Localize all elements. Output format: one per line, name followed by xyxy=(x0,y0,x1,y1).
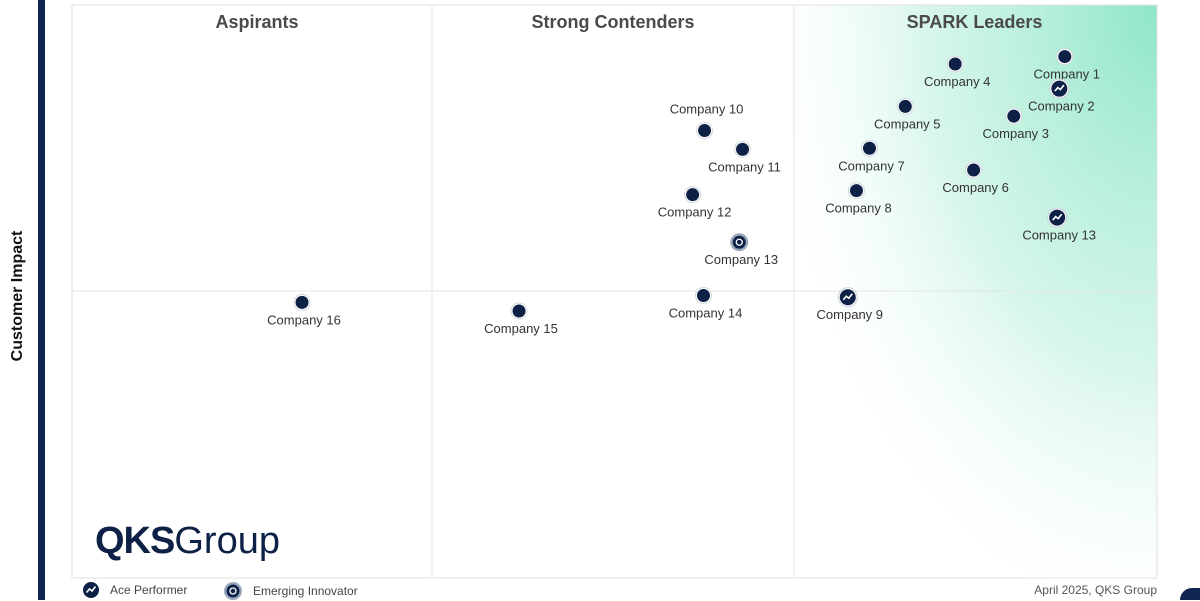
data-point[interactable]: Company 4 xyxy=(924,55,990,89)
point-label: Company 3 xyxy=(983,126,1049,141)
data-point[interactable]: Company 3 xyxy=(983,107,1049,141)
quadrant-label: Strong Contenders xyxy=(531,12,694,32)
point-marker xyxy=(967,163,981,177)
point-label: Company 13 xyxy=(1022,228,1096,243)
legend-label: Emerging Innovator xyxy=(253,584,358,598)
point-marker xyxy=(686,188,700,202)
point-label: Company 10 xyxy=(670,101,744,116)
point-label: Company 4 xyxy=(924,74,990,89)
emerging-innovator-marker xyxy=(732,235,746,249)
ace-performer-icon xyxy=(1052,213,1063,221)
data-point[interactable]: Company 2 xyxy=(1028,78,1095,114)
emerging-innovator-icon xyxy=(735,238,743,246)
point-marker xyxy=(512,304,526,318)
point-marker xyxy=(898,99,912,113)
data-point[interactable]: Company 12 xyxy=(658,186,732,220)
logo-bold-text: QKS xyxy=(95,520,175,562)
emerging-innovator-icon xyxy=(224,582,242,600)
quadrant-label: Aspirants xyxy=(215,12,298,32)
point-label: Company 16 xyxy=(267,312,341,327)
data-point[interactable]: Company 10 xyxy=(670,101,744,139)
legend-label: Ace Performer xyxy=(110,583,188,597)
data-point[interactable]: Company 16 xyxy=(267,293,341,327)
data-point[interactable]: Company 8 xyxy=(825,182,892,216)
qks-group-logo: QKSGroup xyxy=(95,520,280,563)
data-point[interactable]: Company 13 xyxy=(1022,207,1096,243)
point-label: Company 2 xyxy=(1028,99,1094,114)
point-marker xyxy=(736,142,750,156)
data-point[interactable]: Company 7 xyxy=(838,139,905,173)
corner-decoration xyxy=(1180,588,1200,600)
point-label: Company 9 xyxy=(817,307,883,322)
data-point[interactable]: Company 15 xyxy=(484,302,558,336)
point-marker xyxy=(849,184,863,198)
ace-performer-icon xyxy=(842,293,853,301)
point-label: Company 12 xyxy=(658,205,732,220)
point-label: Company 8 xyxy=(825,201,891,216)
legend-ace-performer: Ace Performer xyxy=(82,581,187,599)
data-point[interactable]: Company 1 xyxy=(1034,48,1100,82)
data-point[interactable]: Company 9 xyxy=(817,287,883,323)
data-point[interactable]: Company 14 xyxy=(669,287,743,321)
point-marker xyxy=(295,295,309,309)
logo-light-text: Group xyxy=(174,520,280,562)
point-label: Company 13 xyxy=(704,252,778,267)
data-point[interactable]: Company 11 xyxy=(708,140,781,174)
left-axis-bar xyxy=(38,0,45,600)
ace-performer-icon xyxy=(1054,84,1065,92)
point-marker xyxy=(948,57,962,71)
point-label: Company 5 xyxy=(874,116,940,131)
ace-performer-icon xyxy=(83,582,99,598)
point-label: Company 15 xyxy=(484,321,558,336)
point-label: Company 1 xyxy=(1034,67,1100,82)
data-point[interactable]: Company 13 xyxy=(704,233,778,267)
point-marker xyxy=(1007,109,1021,123)
point-label: Company 7 xyxy=(838,158,904,173)
data-point[interactable]: Company 6 xyxy=(942,161,1009,195)
point-marker xyxy=(696,289,710,303)
point-label: Company 11 xyxy=(708,159,781,174)
legend-emerging-innovator: Emerging Innovator xyxy=(223,581,358,601)
point-marker xyxy=(862,141,876,155)
point-label: Company 6 xyxy=(942,180,1008,195)
data-point[interactable]: Company 5 xyxy=(874,97,941,131)
point-label: Company 14 xyxy=(669,306,743,321)
quadrant-label: SPARK Leaders xyxy=(907,12,1043,32)
point-marker xyxy=(698,123,712,137)
footer-date: April 2025, QKS Group xyxy=(1034,583,1157,597)
point-marker xyxy=(1058,50,1072,64)
